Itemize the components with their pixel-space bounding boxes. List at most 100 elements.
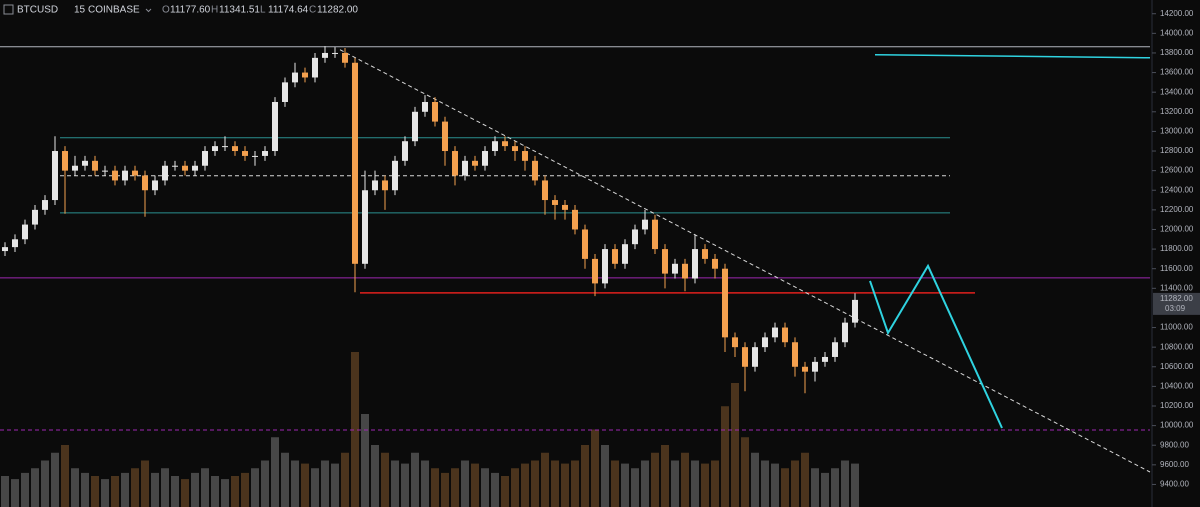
volume-bar: [371, 445, 379, 507]
candle-body: [102, 170, 108, 172]
y-tick-label: 13400.00: [1160, 87, 1194, 96]
candle-body: [262, 151, 268, 156]
last-price-label: 11282.00: [1160, 294, 1193, 303]
candle-body: [412, 111, 418, 142]
interval[interactable]: 15: [74, 5, 86, 16]
volume-bar: [81, 472, 89, 507]
volume-bar: [541, 452, 549, 507]
candle-body: [822, 356, 828, 362]
candle-body: [562, 204, 568, 210]
candle-body: [12, 239, 18, 248]
volume-bar: [631, 468, 639, 507]
y-tick-label: 14200.00: [1160, 9, 1194, 18]
candle-body: [362, 190, 368, 264]
candle-body: [432, 101, 438, 122]
candle-body: [612, 249, 618, 264]
volume-bar: [61, 445, 69, 507]
volume-bar: [1, 476, 9, 507]
volume-bar: [331, 463, 339, 507]
candle-body: [602, 249, 608, 284]
candle-body: [182, 165, 188, 171]
candle-body: [502, 141, 508, 147]
candle-body: [472, 160, 478, 166]
y-tick-label: 10600.00: [1160, 362, 1194, 371]
candle-body: [252, 155, 258, 157]
candle-body: [762, 337, 768, 348]
volume-bar: [131, 468, 139, 507]
candle-body: [322, 52, 328, 58]
candle-body: [242, 151, 248, 156]
volume-bar: [351, 352, 359, 507]
candle-body: [742, 347, 748, 367]
symbol-icon[interactable]: [3, 4, 14, 15]
price-axis: [1152, 0, 1200, 507]
volume-bar: [651, 452, 659, 507]
candle-body: [342, 52, 348, 63]
candle-body: [852, 299, 858, 323]
candle-body: [772, 327, 778, 338]
y-tick-label: 10200.00: [1160, 401, 1194, 410]
volume-bar: [621, 463, 629, 507]
volume-bar: [701, 463, 709, 507]
y-tick-label: 13200.00: [1160, 107, 1194, 116]
candle-body: [82, 160, 88, 166]
y-tick-label: 12400.00: [1160, 185, 1194, 194]
volume-bar: [841, 460, 849, 507]
candle-body: [722, 268, 728, 338]
y-tick-label: 10400.00: [1160, 381, 1194, 390]
volume-bar: [311, 468, 319, 507]
volume-bar: [681, 452, 689, 507]
ohlc-value: 11174.64: [268, 5, 309, 16]
ohlc-value: 11341.51: [219, 5, 260, 16]
drawing-line: [874, 53, 1151, 59]
volume-bar: [711, 460, 719, 507]
candle-body: [452, 151, 458, 176]
ohlc-key: O: [162, 5, 170, 16]
volume-bar: [151, 472, 159, 507]
drawing-line: [339, 49, 1151, 473]
dropdown-chevron[interactable]: [145, 8, 152, 13]
volume-bar: [291, 460, 299, 507]
candle-body: [312, 57, 318, 78]
exchange[interactable]: COINBASE: [88, 5, 140, 16]
candle-body: [352, 62, 358, 264]
volume-bar: [31, 468, 39, 507]
candle-body: [442, 121, 448, 152]
volume-bar: [361, 414, 369, 507]
volume-bar: [91, 476, 99, 507]
candle-body: [792, 342, 798, 367]
candle-body: [52, 151, 58, 201]
volume-bar: [141, 460, 149, 507]
volume-bar: [661, 445, 669, 507]
candle-body: [202, 151, 208, 166]
volume-bar: [321, 460, 329, 507]
candle-body: [72, 165, 78, 171]
y-tick-label: 12600.00: [1160, 166, 1194, 175]
y-tick-label: 11400.00: [1160, 283, 1193, 292]
candle-body: [462, 160, 468, 176]
candle-body: [42, 200, 48, 210]
volume-bar: [781, 468, 789, 507]
volume-bar: [301, 463, 309, 507]
candle-body: [492, 141, 498, 152]
candle-body: [92, 160, 98, 171]
y-tick-label: 10800.00: [1160, 342, 1194, 351]
ohlc-value: 11177.60: [170, 5, 211, 16]
symbol[interactable]: BTCUSD: [17, 5, 58, 16]
volume-bar: [751, 452, 759, 507]
volume-bar: [241, 472, 249, 507]
candle-body: [302, 72, 308, 78]
candle-body: [782, 327, 788, 343]
volume-bar: [281, 452, 289, 507]
candle-body: [132, 170, 138, 176]
candle-body: [22, 224, 28, 240]
candle-body: [682, 263, 688, 279]
candle-body: [222, 146, 228, 148]
volume-bar: [571, 460, 579, 507]
volume-bar: [11, 479, 19, 507]
volume-bar: [581, 445, 589, 507]
candle-body: [382, 180, 388, 191]
volume-bar: [221, 479, 229, 507]
